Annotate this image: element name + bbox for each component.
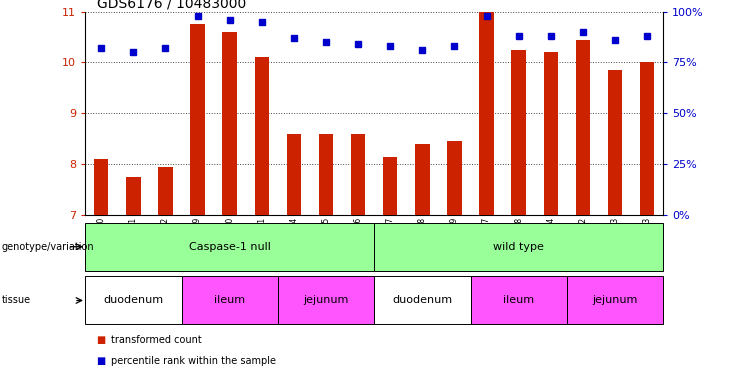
Bar	[159, 167, 173, 215]
Text: ileum: ileum	[503, 295, 534, 306]
Text: tissue: tissue	[1, 295, 30, 306]
Bar	[222, 32, 237, 215]
Text: jejunum: jejunum	[303, 295, 349, 306]
Bar	[511, 50, 526, 215]
Bar	[190, 24, 205, 215]
Bar	[255, 57, 269, 215]
Bar	[85, 223, 374, 271]
Bar	[319, 134, 333, 215]
Bar	[608, 70, 622, 215]
Bar	[374, 276, 471, 324]
Text: genotype/variation: genotype/variation	[1, 242, 94, 252]
Bar	[278, 276, 374, 324]
Text: ileum: ileum	[214, 295, 245, 306]
Bar	[374, 223, 663, 271]
Bar	[85, 276, 182, 324]
Text: percentile rank within the sample: percentile rank within the sample	[111, 356, 276, 366]
Bar	[126, 177, 141, 215]
Text: transformed count: transformed count	[111, 335, 202, 345]
Bar	[94, 159, 108, 215]
Text: GDS6176 / 10483000: GDS6176 / 10483000	[97, 0, 246, 10]
Text: ■: ■	[96, 335, 105, 345]
Bar	[182, 276, 278, 324]
Bar	[640, 62, 654, 215]
Text: Caspase-1 null: Caspase-1 null	[189, 242, 270, 252]
Text: wild type: wild type	[494, 242, 544, 252]
Bar	[471, 276, 567, 324]
Bar	[351, 134, 365, 215]
Bar	[415, 144, 430, 215]
Bar	[287, 134, 301, 215]
Text: jejunum: jejunum	[592, 295, 638, 306]
Bar	[383, 157, 397, 215]
Text: duodenum: duodenum	[103, 295, 164, 306]
Bar	[544, 52, 558, 215]
Text: duodenum: duodenum	[392, 295, 453, 306]
Text: ■: ■	[96, 356, 105, 366]
Bar	[448, 141, 462, 215]
Bar	[567, 276, 663, 324]
Bar	[479, 12, 494, 215]
Bar	[576, 40, 590, 215]
